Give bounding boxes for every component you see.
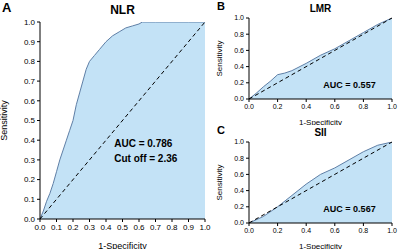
svg-text:1.0: 1.0 [199,223,211,232]
svg-text:0.6: 0.6 [234,171,244,178]
svg-text:0.0: 0.0 [34,223,46,232]
svg-text:0.2: 0.2 [24,175,36,184]
svg-text:0.1: 0.1 [51,223,63,232]
html-text:AUC = 0.567: AUC = 0.567 [323,203,376,214]
html-text:B: B [217,0,225,12]
html-text:NLR: NLR [110,3,135,17]
svg-text:0.0: 0.0 [234,95,244,102]
svg-text:1-Specificity: 1-Specificity [299,118,342,125]
svg-text:0.0: 0.0 [24,215,36,224]
svg-text:0.8: 0.8 [166,223,178,232]
svg-text:0.1: 0.1 [24,195,36,204]
svg-text:0.8: 0.8 [24,57,36,66]
html-text:Cut off = 2.36: Cut off = 2.36 [114,153,178,165]
svg-text:0.0: 0.0 [244,103,254,110]
svg-text:0.6: 0.6 [24,97,36,106]
svg-text:0.6: 0.6 [330,227,340,234]
svg-text:0.8: 0.8 [359,103,369,110]
html-text:A: A [2,0,12,15]
svg-text:1.0: 1.0 [387,103,392,110]
svg-text:0.2: 0.2 [273,227,283,234]
svg-text:Sensitivity: Sensitivity [8,100,9,141]
svg-text:0.4: 0.4 [301,227,311,234]
svg-text:0.7: 0.7 [150,223,162,232]
svg-text:0.4: 0.4 [234,187,244,194]
svg-text:0.9: 0.9 [183,223,195,232]
svg-text:0.8: 0.8 [359,227,369,234]
svg-text:1.0: 1.0 [234,138,244,145]
svg-text:1.0: 1.0 [24,18,36,27]
svg-text:0.4: 0.4 [100,223,112,232]
svg-text:0.8: 0.8 [234,155,244,162]
html-text:SII: SII [314,127,327,138]
svg-text:0.3: 0.3 [84,223,96,232]
svg-text:0.2: 0.2 [273,103,283,110]
svg-text:0.5: 0.5 [117,223,129,232]
svg-text:0.6: 0.6 [234,47,244,54]
svg-text:0.9: 0.9 [24,38,36,47]
svg-text:0.4: 0.4 [301,103,311,110]
html-text:AUC = 0.786: AUC = 0.786 [114,138,173,150]
svg-text:0.6: 0.6 [330,103,340,110]
svg-text:0.3: 0.3 [24,156,36,165]
svg-text:0.0: 0.0 [244,227,254,234]
svg-text:0.4: 0.4 [234,63,244,70]
svg-text:Sensitivity: Sensitivity [215,40,224,76]
svg-text:1-Specificity: 1-Specificity [299,242,342,249]
svg-text:0.2: 0.2 [234,203,244,210]
html-text:C: C [217,124,225,136]
svg-text:1.0: 1.0 [234,14,244,21]
svg-text:1.0: 1.0 [387,227,392,234]
svg-text:Sensitivity: Sensitivity [215,164,224,200]
html-text:AUC = 0.557: AUC = 0.557 [323,79,376,90]
svg-text:0.2: 0.2 [234,79,244,86]
html-text:LMR: LMR [309,3,332,14]
svg-text:0.6: 0.6 [133,223,145,232]
svg-text:0.8: 0.8 [234,31,244,38]
svg-text:0.2: 0.2 [67,223,79,232]
svg-text:0.0: 0.0 [234,219,244,226]
svg-text:1-Specificity: 1-Specificity [98,241,147,249]
svg-text:0.4: 0.4 [24,136,36,145]
svg-text:0.7: 0.7 [24,77,36,86]
svg-text:0.5: 0.5 [24,116,36,125]
